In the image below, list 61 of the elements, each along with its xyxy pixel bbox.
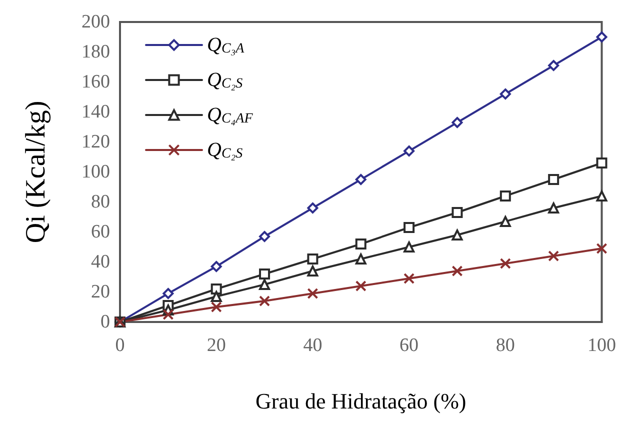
point	[259, 268, 270, 280]
y-tick-label: 160	[82, 72, 110, 92]
x-tick-label: 60	[400, 335, 419, 356]
y-tick-label: 100	[82, 162, 110, 182]
x-tick-label: 80	[496, 335, 515, 356]
y-axis-title: Qi (Kcal/kg)	[20, 100, 52, 244]
y-tick-label: 0	[100, 312, 110, 332]
point	[307, 288, 318, 299]
point	[596, 158, 608, 168]
point	[210, 291, 222, 302]
point	[548, 60, 560, 71]
y-tick-label: 20	[91, 282, 110, 302]
point	[210, 261, 222, 272]
point	[404, 242, 415, 252]
x-tick-label: 20	[206, 335, 226, 356]
x-tick-label: 100	[588, 335, 616, 356]
x-axis-title: Grau de Hidratação (%)	[256, 388, 466, 414]
point	[355, 254, 366, 264]
y-tick-label: 140	[82, 102, 110, 122]
point	[404, 222, 415, 233]
point	[210, 302, 222, 312]
point	[162, 288, 174, 299]
point	[452, 207, 463, 218]
point	[500, 216, 511, 227]
point	[596, 243, 608, 254]
legend-label: QC₄AF	[207, 104, 254, 126]
y-tick-label: 60	[91, 222, 110, 242]
point	[500, 88, 511, 100]
point	[307, 254, 318, 264]
y-tick-label: 180	[82, 42, 110, 62]
point	[210, 284, 222, 294]
point	[596, 190, 608, 202]
point	[259, 279, 270, 290]
point	[452, 117, 463, 128]
legend-label: QC₂S	[207, 139, 243, 162]
y-tick-label: 80	[91, 192, 110, 212]
point	[500, 190, 511, 202]
point	[404, 273, 415, 284]
point	[355, 280, 366, 292]
point	[548, 250, 560, 262]
point	[548, 202, 560, 214]
point	[548, 174, 560, 185]
point	[452, 266, 463, 276]
legend-label: QC₃A	[207, 34, 245, 56]
point	[404, 146, 415, 156]
y-tick-label: 120	[82, 132, 110, 152]
x-tick-label: 40	[303, 335, 322, 356]
point	[596, 32, 608, 42]
legend-label: QC₂S	[207, 69, 243, 92]
point	[259, 296, 270, 306]
y-tick-label: 40	[91, 252, 110, 272]
point	[162, 309, 174, 320]
point	[307, 266, 318, 276]
point	[500, 258, 511, 269]
point	[307, 202, 318, 214]
point	[355, 174, 366, 185]
point	[355, 238, 366, 250]
x-tick-label: 0	[115, 335, 125, 356]
y-tick-label: 200	[82, 12, 110, 32]
point	[452, 230, 463, 240]
point	[259, 231, 270, 242]
